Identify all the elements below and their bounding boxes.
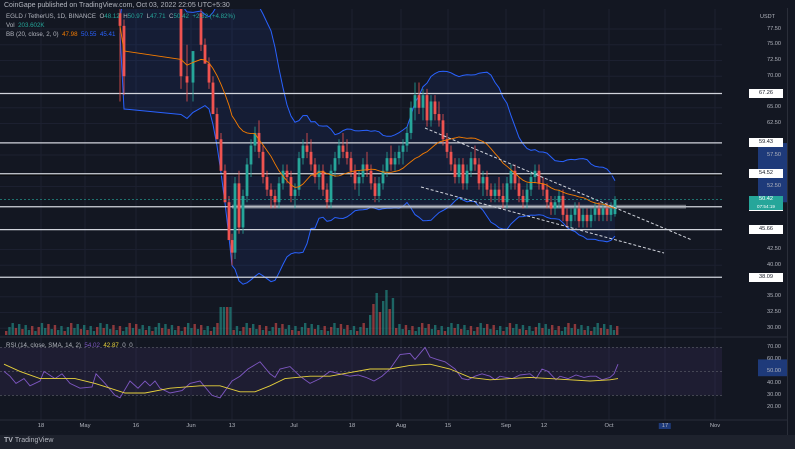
footer-bar: TV TradingView <box>0 435 795 449</box>
price-tick: 32.50 <box>767 309 781 315</box>
publisher-caption: CoinGape published on TradingView.com, O… <box>4 2 230 9</box>
close-value: 50.42 <box>173 13 189 20</box>
bb-upper-value: 50.55 <box>81 31 97 38</box>
scale-border <box>787 8 788 435</box>
bb-lower-value: 45.41 <box>99 31 116 38</box>
time-tick: Oct <box>604 423 614 429</box>
candlesticks[interactable] <box>118 0 617 266</box>
time-tick: 12 <box>540 423 548 429</box>
price-tick: 62.50 <box>767 120 781 126</box>
price-tick: 72.50 <box>767 57 781 63</box>
price-tick: 57.50 <box>767 151 781 158</box>
time-tick: May <box>79 423 91 429</box>
level-price-tag[interactable]: 38.09 <box>749 272 783 282</box>
support-zone[interactable] <box>232 204 686 209</box>
rsi-ma-line <box>3 363 619 394</box>
rsi-value: 54.02 <box>84 342 100 349</box>
volume-value: 203.602K <box>18 22 45 29</box>
time-tick: 15 <box>444 423 452 429</box>
price-tick: 52.50 <box>767 183 781 189</box>
rsi-tick: 60.00 <box>767 355 781 362</box>
level-price-tag[interactable]: 67.26 <box>749 89 783 98</box>
level-price-tag[interactable]: 45.66 <box>749 225 783 235</box>
bb-upper-line <box>119 9 616 181</box>
time-tick: 18 <box>348 423 356 429</box>
level-price-tag[interactable]: 54.52 <box>749 169 783 179</box>
wedge-upper-trendline[interactable] <box>424 127 693 241</box>
price-tick: 42.50 <box>767 246 781 252</box>
tradingview-logo[interactable]: TV TradingView <box>4 437 54 444</box>
current-price-tag[interactable]: 50.42 07:54:19 <box>749 195 783 210</box>
rsi-tick: 40.00 <box>767 379 781 386</box>
time-tick: Nov <box>709 423 721 429</box>
price-tick: 75.00 <box>767 41 781 48</box>
bb-basis-value: 47.98 <box>62 31 78 38</box>
rsi-legend[interactable]: RSI (14, close, SMA, 14, 2) 54.02 42.87 … <box>6 342 133 349</box>
time-tick: Jun <box>186 423 196 429</box>
wedge-lower-trendline[interactable] <box>420 186 665 254</box>
price-tick: 40.00 <box>767 261 781 268</box>
open-value: 48.12 <box>104 13 120 20</box>
currency-unit: USDT <box>760 14 775 20</box>
rsi-ma-value: 42.87 <box>103 342 119 349</box>
time-tick: 16 <box>132 423 140 429</box>
time-tick: Aug <box>395 423 407 429</box>
price-tick: 30.00 <box>767 324 781 331</box>
current-price: 50.42 <box>759 195 773 202</box>
price-tick: 65.00 <box>767 104 781 111</box>
time-tick: Sep <box>500 423 512 429</box>
rsi-tick: 50.00 <box>767 367 781 374</box>
bb-fill <box>120 9 615 285</box>
change-value: +2.32 (+4.82%) <box>192 13 236 20</box>
rsi-tick: 20.00 <box>767 403 781 410</box>
time-tick: Jul <box>290 423 298 429</box>
level-price-tag[interactable]: 59.43 <box>749 138 783 148</box>
price-tick: 70.00 <box>767 72 781 79</box>
time-tick: 18 <box>37 423 45 429</box>
bb-legend[interactable]: BB (20, close, 2, 0) 47.98 50.55 45.41 <box>6 31 116 38</box>
price-tick: 35.00 <box>767 293 781 300</box>
price-tick: 77.50 <box>767 25 781 32</box>
price-pane[interactable] <box>0 0 722 285</box>
time-tick: 17 <box>658 423 672 429</box>
rsi-pane[interactable] <box>0 346 787 399</box>
bar-countdown: 07:54:19 <box>757 203 775 209</box>
bb-basis-line <box>119 25 616 209</box>
time-tick: 13 <box>228 423 236 429</box>
tv-logo-icon: TV <box>4 437 13 444</box>
volume-legend[interactable]: Vol 203.602K <box>6 22 45 29</box>
low-value: 47.71 <box>150 13 166 20</box>
symbol-legend[interactable]: EGLD / TetherUS, 1D, BINANCE O48.12 H50.… <box>6 13 236 20</box>
high-value: 50.97 <box>127 13 144 20</box>
volume-bars <box>5 290 619 335</box>
rsi-tick: 70.00 <box>767 343 781 350</box>
symbol-name: EGLD / TetherUS, 1D, BINANCE <box>6 13 96 20</box>
rsi-tick: 30.00 <box>767 391 781 398</box>
